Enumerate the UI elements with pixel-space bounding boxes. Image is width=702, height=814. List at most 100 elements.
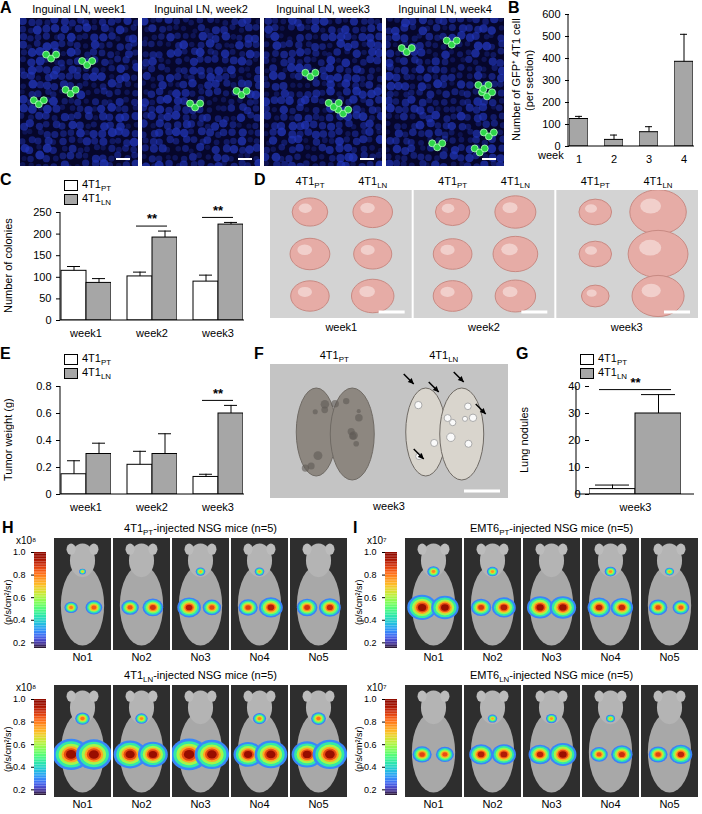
svg-text:3: 3	[646, 153, 652, 165]
html-text:4T1PT: 4T1PT	[580, 175, 610, 191]
html-text:4T1LN: 4T1LN	[429, 349, 459, 365]
html-text:Inguinal LN, week4: Inguinal LN, week4	[398, 3, 492, 15]
html-text:4T1LN: 4T1LN	[82, 192, 112, 208]
html-text:4T1PT: 4T1PT	[598, 352, 628, 368]
html-text:Inguinal LN, week1: Inguinal LN, week1	[32, 3, 126, 15]
svg-text:30: 30	[568, 407, 580, 419]
svg-text:0.6: 0.6	[36, 407, 51, 419]
html-text:4T1PT: 4T1PT	[295, 175, 325, 191]
html-text:A: A	[0, 0, 12, 16]
svg-text:0.6: 0.6	[13, 593, 26, 603]
html-text:4T1LN: 4T1LN	[358, 175, 388, 191]
html-text:4T1PT: 4T1PT	[82, 178, 112, 194]
svg-text:week3: week3	[201, 501, 234, 513]
svg-text:week2: week2	[135, 501, 168, 513]
html-text:C: C	[0, 171, 12, 188]
html-text:week: week	[538, 149, 564, 161]
svg-text:1.0: 1.0	[13, 694, 26, 704]
html-text:week1: week1	[325, 321, 358, 333]
svg-text:0.6: 0.6	[13, 740, 26, 750]
svg-text:**: **	[630, 375, 641, 390]
svg-text:300: 300	[542, 74, 560, 86]
html-text:Inguinal LN, week2: Inguinal LN, week2	[154, 3, 248, 15]
svg-text:0.8: 0.8	[364, 570, 377, 580]
svg-text:week2: week2	[135, 327, 168, 339]
html-text:4T1LN: 4T1LN	[643, 175, 673, 191]
svg-text:0.4: 0.4	[13, 615, 26, 625]
svg-text:100: 100	[542, 118, 560, 130]
html-text:4T1LN: 4T1LN	[82, 366, 112, 382]
svg-text:150: 150	[33, 249, 51, 261]
html-text:No2: No2	[131, 651, 152, 663]
html-text:4T1LN: 4T1LN	[598, 366, 628, 382]
html-text:No4: No4	[249, 651, 270, 663]
svg-text:**: **	[147, 211, 158, 226]
html-text:No5: No5	[308, 651, 329, 663]
svg-text:4: 4	[681, 153, 687, 165]
html-text:H: H	[2, 519, 14, 536]
html-text:4T1PT-injected NSG mice (n=5): 4T1PT-injected NSG mice (n=5)	[124, 522, 277, 538]
svg-text:500: 500	[542, 30, 560, 42]
svg-text:0.2: 0.2	[36, 461, 51, 473]
html-text:week3: week3	[610, 321, 643, 333]
svg-text:0.4: 0.4	[13, 762, 26, 772]
svg-text:week3: week3	[619, 501, 652, 513]
html-text:week3: week3	[373, 500, 405, 512]
svg-text:0.8: 0.8	[364, 717, 377, 727]
svg-text:250: 250	[33, 206, 51, 218]
svg-text:**: **	[213, 203, 224, 218]
svg-text:0.6: 0.6	[364, 593, 377, 603]
html-text:B: B	[508, 0, 520, 16]
html-text:G: G	[516, 345, 529, 362]
svg-text:**: **	[213, 386, 224, 401]
html-text:4T1PT: 4T1PT	[319, 349, 349, 365]
html-text:No1: No1	[72, 798, 93, 810]
svg-text:1.0: 1.0	[364, 547, 377, 557]
svg-text:0: 0	[45, 314, 51, 326]
html-text:(per section): (per section)	[523, 49, 535, 111]
html-text:week2: week2	[468, 321, 500, 333]
svg-text:0.2: 0.2	[13, 638, 26, 648]
svg-text:0.2: 0.2	[364, 638, 377, 648]
html-text:Number of colonies: Number of colonies	[2, 218, 14, 314]
svg-text:week3: week3	[201, 327, 234, 339]
html-text:Number of GFP⁺ 4T1 cell: Number of GFP⁺ 4T1 cell	[510, 18, 522, 142]
svg-text:100: 100	[33, 271, 51, 283]
html-text:4T1LN: 4T1LN	[500, 175, 530, 191]
svg-text:0.2: 0.2	[364, 785, 377, 795]
html-text:Inguinal LN, week3: Inguinal LN, week3	[276, 3, 370, 15]
svg-text:600: 600	[542, 8, 560, 20]
html-text:No3: No3	[190, 651, 211, 663]
svg-text:0.4: 0.4	[364, 762, 377, 772]
svg-text:200: 200	[33, 228, 51, 240]
svg-text:400: 400	[542, 52, 560, 64]
svg-text:1.0: 1.0	[13, 547, 26, 557]
html-text:4T1LN-injected NSG mice (n=5): 4T1LN-injected NSG mice (n=5)	[124, 669, 277, 685]
html-text:4T1PT: 4T1PT	[82, 352, 112, 368]
html-text:EMT6PT-injected NSG mice (n=5): EMT6PT-injected NSG mice (n=5)	[469, 522, 634, 538]
svg-text:50: 50	[39, 292, 51, 304]
svg-text:0.2: 0.2	[13, 785, 26, 795]
svg-text:20: 20	[568, 434, 580, 446]
html-text:Tumor weight (g): Tumor weight (g)	[2, 398, 14, 482]
svg-text:200: 200	[542, 96, 560, 108]
svg-text:1: 1	[576, 153, 582, 165]
html-text:No1: No1	[72, 651, 93, 663]
svg-text:1.0: 1.0	[364, 694, 377, 704]
html-text:EMT6LN-injected NSG mice (n=5): EMT6LN-injected NSG mice (n=5)	[469, 669, 634, 685]
svg-text:2: 2	[611, 153, 617, 165]
html-text:D: D	[254, 171, 266, 188]
svg-text:0.8: 0.8	[13, 717, 26, 727]
svg-text:0.4: 0.4	[36, 434, 51, 446]
svg-text:week1: week1	[69, 327, 102, 339]
svg-text:40: 40	[568, 380, 580, 392]
svg-text:0: 0	[45, 488, 51, 500]
svg-text:0.6: 0.6	[364, 740, 377, 750]
svg-text:0.8: 0.8	[13, 570, 26, 580]
html-text:4T1PT: 4T1PT	[438, 175, 468, 191]
svg-text:0.4: 0.4	[364, 615, 377, 625]
svg-text:0.8: 0.8	[36, 380, 51, 392]
svg-text:10: 10	[568, 461, 580, 473]
html-text:Lung nodules: Lung nodules	[518, 407, 530, 473]
svg-text:week1: week1	[69, 501, 102, 513]
